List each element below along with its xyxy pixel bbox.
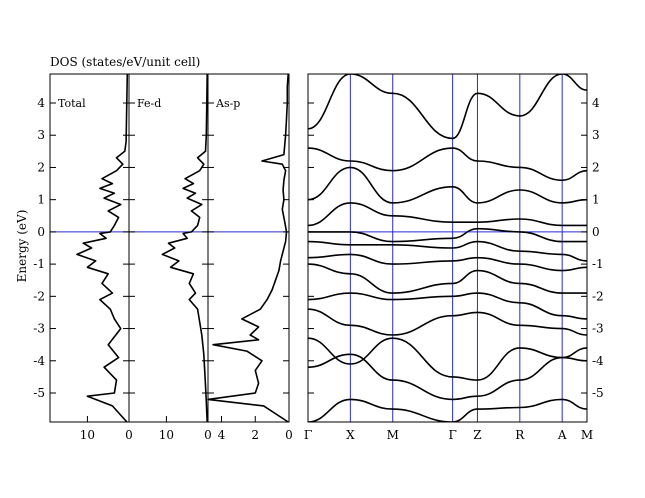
band-panel-frame bbox=[307, 73, 588, 423]
band-line bbox=[308, 202, 587, 227]
dos-xtick-label: 0 bbox=[285, 428, 293, 442]
dos-panel-label: Total bbox=[58, 97, 86, 110]
dos-curve-fe-d bbox=[161, 73, 208, 423]
band-ytick-label: -1 bbox=[592, 257, 604, 271]
dos-xtick-label: 0 bbox=[204, 428, 212, 442]
k-point-label: M bbox=[387, 428, 399, 442]
dos-ytick-label: 2 bbox=[37, 160, 45, 174]
k-point-label: Γ bbox=[304, 428, 312, 442]
band-line bbox=[308, 74, 587, 140]
y-axis-label: Energy (eV) bbox=[15, 210, 29, 283]
band-ytick-label: -4 bbox=[592, 354, 604, 368]
dos-xtick-label: 10 bbox=[80, 428, 95, 442]
band-ytick-label: -2 bbox=[592, 289, 604, 303]
band-line bbox=[308, 308, 587, 336]
band-ytick-label: 0 bbox=[592, 225, 600, 239]
dos-title: DOS (states/eV/unit cell) bbox=[50, 55, 200, 69]
dos-panel-total: -5 -4 -3 -2 -1 0 1 2 3 4 10 0 Total bbox=[33, 73, 133, 442]
dos-panel-frame bbox=[207, 73, 290, 423]
dos-ytick-label: -5 bbox=[33, 386, 45, 400]
dos-panel-label: Fe-d bbox=[137, 97, 161, 110]
dos-panel-as-p: 4 2 0 As-p bbox=[207, 73, 293, 442]
k-point-label: X bbox=[346, 428, 355, 442]
k-point-label: M bbox=[581, 428, 593, 442]
dos-panel-frame bbox=[128, 73, 209, 423]
dos-ytick-label: -3 bbox=[33, 322, 45, 336]
dos-ytick-label: -4 bbox=[33, 354, 45, 368]
band-ytick-label: 2 bbox=[592, 160, 600, 174]
band-line bbox=[308, 263, 587, 294]
band-line bbox=[308, 240, 587, 262]
dos-ytick-label: 4 bbox=[37, 96, 45, 110]
band-ytick-label: 3 bbox=[592, 128, 600, 142]
band-ytick-label: -3 bbox=[592, 322, 604, 336]
band-line bbox=[308, 253, 587, 272]
dos-xtick-label: 10 bbox=[159, 428, 174, 442]
dos-ytick-label: 1 bbox=[37, 193, 45, 207]
dos-curve-total bbox=[76, 73, 129, 423]
dos-ytick-label: -2 bbox=[33, 289, 45, 303]
dos-panel-frame bbox=[49, 73, 130, 423]
band-line bbox=[308, 398, 587, 422]
band-line bbox=[308, 337, 587, 381]
band-line bbox=[308, 227, 587, 243]
dos-ytick-label: 0 bbox=[37, 225, 45, 239]
band-ytick-label: -5 bbox=[592, 386, 604, 400]
dos-panels: -5 -4 -3 -2 -1 0 1 2 3 4 10 0 Total 10 0 Fe-d 4 2 0 As-p bbox=[33, 73, 293, 442]
dos-xtick-label: 2 bbox=[251, 428, 259, 442]
band-line bbox=[308, 353, 587, 401]
dos-xtick-label: 0 bbox=[125, 428, 133, 442]
band-ytick-label: 4 bbox=[592, 96, 600, 110]
k-point-label: A bbox=[557, 428, 567, 442]
dos-ytick-label: 3 bbox=[37, 128, 45, 142]
dos-curve-as-p bbox=[207, 73, 289, 423]
dos-panel-fe-d: 10 0 Fe-d bbox=[128, 73, 212, 442]
band-line bbox=[308, 292, 587, 320]
dos-xtick-label: 4 bbox=[218, 428, 226, 442]
band-line bbox=[308, 147, 587, 182]
k-point-label: Γ bbox=[448, 428, 456, 442]
k-point-label: R bbox=[515, 428, 525, 442]
dos-ytick-label: -1 bbox=[33, 257, 45, 271]
band-ytick-label: 1 bbox=[592, 193, 600, 207]
dos-panel-label: As-p bbox=[215, 97, 240, 110]
k-point-label: Z bbox=[473, 428, 481, 442]
band-line bbox=[308, 166, 587, 204]
band-lines bbox=[308, 74, 587, 422]
